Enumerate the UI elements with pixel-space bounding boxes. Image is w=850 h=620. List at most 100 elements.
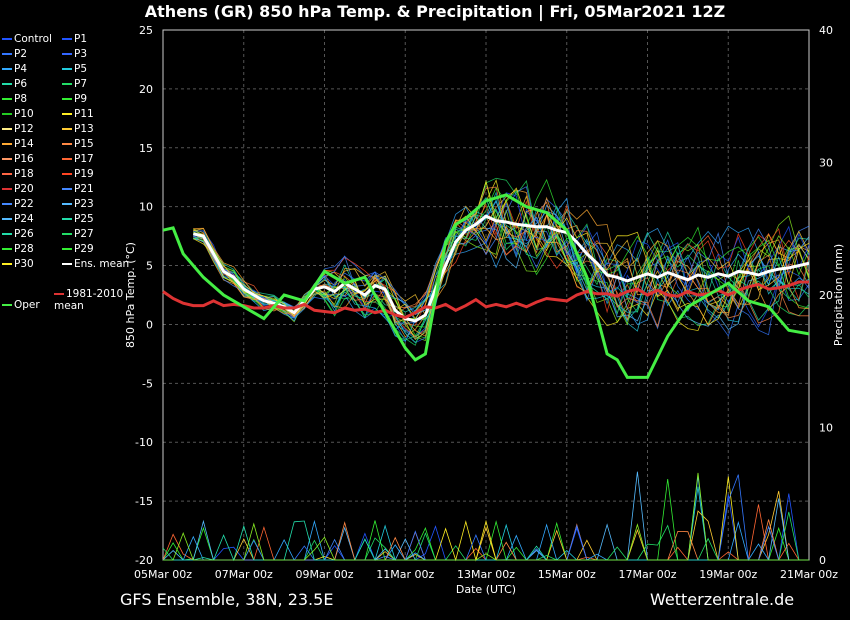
legend-label: Oper — [14, 299, 40, 311]
legend-item: P19 — [62, 168, 94, 180]
legend-swatch — [2, 203, 12, 205]
ensemble-member-line — [193, 213, 810, 346]
legend: Control P1 P2 P3 P4 P5 P6 P7 P8 P9 P10 P11 P12 P13 P14… — [2, 33, 132, 323]
legend-item: Ens. mean — [62, 258, 129, 270]
legend-swatch — [2, 83, 12, 85]
legend-item: P28 — [2, 243, 34, 255]
y-tick-label: 25 — [139, 24, 153, 37]
legend-item: P12 — [2, 123, 34, 135]
legend-label: P16 — [14, 153, 34, 165]
legend-label: P9 — [74, 93, 88, 105]
legend-label: P26 — [14, 228, 34, 240]
legend-label: P8 — [14, 93, 28, 105]
legend-label: P25 — [74, 213, 94, 225]
y-tick-label: 20 — [139, 83, 153, 96]
precip-member-line — [163, 472, 809, 561]
legend-swatch — [2, 53, 12, 55]
legend-swatch — [62, 83, 72, 85]
legend-item: P6 — [2, 78, 27, 90]
legend-label: P2 — [14, 48, 28, 60]
x-tick-label: 17Mar 00z — [618, 568, 676, 581]
legend-label: P6 — [14, 78, 28, 90]
legend-label: P30 — [14, 258, 34, 270]
legend-label: P28 — [14, 243, 34, 255]
legend-label: P15 — [74, 138, 94, 150]
site-credit: Wetterzentrale.de — [650, 590, 795, 609]
legend-swatch — [2, 263, 12, 265]
legend-swatch — [2, 128, 12, 130]
legend-label: P5 — [74, 63, 88, 75]
legend-label: P22 — [14, 198, 34, 210]
legend-item: P2 — [2, 48, 27, 60]
x-axis-label: Date (UTC) — [456, 583, 516, 596]
legend-item: P17 — [62, 153, 94, 165]
series-line — [162, 193, 810, 379]
legend-label: P21 — [74, 183, 94, 195]
legend-swatch — [62, 263, 72, 265]
y-tick-label: 0 — [146, 318, 153, 331]
legend-label: Control — [14, 33, 52, 45]
y2-tick-label: 40 — [819, 24, 833, 37]
x-tick-label: 09Mar 00z — [295, 568, 353, 581]
legend-item: P4 — [2, 63, 27, 75]
legend-swatch — [62, 188, 72, 190]
y-tick-label: 5 — [146, 260, 153, 273]
legend-swatch — [2, 98, 12, 100]
legend-swatch — [2, 188, 12, 190]
legend-swatch — [2, 68, 12, 70]
legend-item: P1 — [62, 33, 87, 45]
y-tick-label: -5 — [142, 377, 153, 390]
legend-item: P16 — [2, 153, 34, 165]
x-tick-label: 11Mar 00z — [376, 568, 434, 581]
legend-label: P29 — [74, 243, 94, 255]
y-tick-label: -10 — [135, 436, 153, 449]
legend-swatch — [2, 218, 12, 220]
legend-swatch — [62, 203, 72, 205]
y-tick-label: -15 — [135, 495, 153, 508]
y2-tick-label: 0 — [819, 554, 826, 567]
legend-swatch — [2, 158, 12, 160]
legend-label: P19 — [74, 168, 94, 180]
x-tick-label: 21Mar 00z — [780, 568, 838, 581]
legend-label: P18 — [14, 168, 34, 180]
y2-tick-label: 30 — [819, 157, 833, 170]
legend-label: P7 — [74, 78, 88, 90]
legend-item: P29 — [62, 243, 94, 255]
legend-label: P1 — [74, 33, 88, 45]
legend-swatch — [62, 248, 72, 250]
legend-swatch — [62, 98, 72, 100]
legend-swatch — [62, 128, 72, 130]
x-tick-label: 19Mar 00z — [699, 568, 757, 581]
y-axis-label: 850 hPa Temp. (°C) — [124, 242, 137, 348]
legend-item: P7 — [62, 78, 87, 90]
y-tick-label: -20 — [135, 554, 153, 567]
y2-tick-label: 20 — [819, 289, 833, 302]
legend-label: P4 — [14, 63, 28, 75]
legend-item: P9 — [62, 93, 87, 105]
legend-swatch — [62, 53, 72, 55]
legend-item: P8 — [2, 93, 27, 105]
legend-item: P5 — [62, 63, 87, 75]
legend-swatch — [62, 38, 72, 40]
legend-item: P27 — [62, 228, 94, 240]
legend-label: P11 — [74, 108, 94, 120]
y2-axis-label: Precipitation (mm) — [832, 244, 845, 346]
legend-label: P3 — [74, 48, 88, 60]
legend-item: 1981-2010 mean — [54, 288, 134, 312]
legend-label: P24 — [14, 213, 34, 225]
legend-swatch — [62, 113, 72, 115]
legend-item: P21 — [62, 183, 94, 195]
x-tick-label: 07Mar 00z — [215, 568, 273, 581]
x-tick-label: 15Mar 00z — [538, 568, 596, 581]
legend-swatch — [2, 248, 12, 250]
model-location-label: GFS Ensemble, 38N, 23.5E — [120, 590, 334, 609]
legend-swatch — [62, 68, 72, 70]
legend-item: Oper — [2, 299, 52, 311]
legend-label: P17 — [74, 153, 94, 165]
legend-swatch — [54, 293, 64, 295]
legend-item: P18 — [2, 168, 34, 180]
legend-label: P12 — [14, 123, 34, 135]
legend-item: P13 — [62, 123, 94, 135]
legend-swatch — [2, 143, 12, 145]
